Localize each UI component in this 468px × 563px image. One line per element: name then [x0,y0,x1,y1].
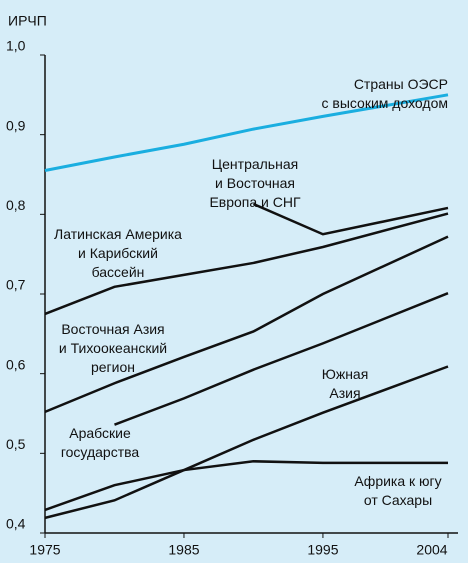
series-label: Арабские государства [61,425,140,460]
series-label: Латинская Америка и Карибский бассейн [54,226,182,280]
y-tick-label: 0,9 [6,117,26,133]
series-line [44,460,448,512]
y-tick-label: 0,7 [6,277,26,293]
series-line [44,235,449,414]
y-tick-label: 0,4 [6,516,26,532]
y-axis-label: ИРЧП [8,13,47,29]
x-tick-label: 2004 [416,542,447,558]
series-label: Страны ОЭСР с высоким доходом [322,76,449,111]
x-tick-label: 1995 [307,542,338,558]
series-label: Африка к югу от Сахары [354,473,441,508]
series-label: Южная Азия [322,366,369,401]
y-tick-label: 1,0 [6,38,26,54]
x-tick-label: 1975 [29,542,60,558]
y-tick-label: 0,8 [6,197,26,213]
series-line [114,292,449,426]
y-tick-label: 0,5 [6,436,26,452]
x-tick-label: 1985 [168,542,199,558]
y-tick-label: 0,6 [6,356,26,372]
series-label: Центральная и Восточная Европа и СНГ [209,156,301,210]
series-label: Восточная Азия и Тихоокеанский регион [59,321,167,375]
series-line [252,202,449,236]
series-line [44,365,449,520]
series-line [44,212,449,316]
series-line [44,93,449,172]
